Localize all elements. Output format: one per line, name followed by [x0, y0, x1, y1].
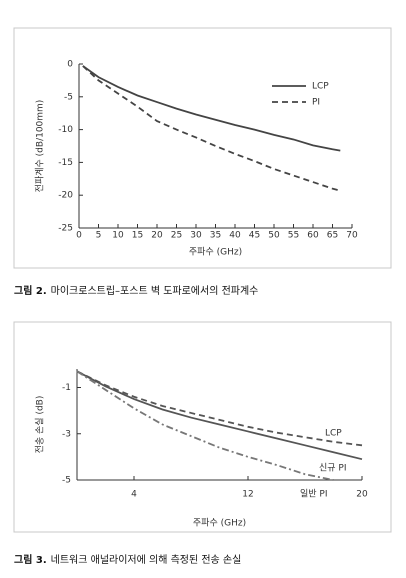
x-tick-label: 70 [346, 231, 358, 241]
y-tick-label: -5 [64, 92, 73, 102]
series-line [82, 65, 341, 192]
series-annotation: 신규 PI [319, 463, 347, 474]
series-annotation: 일반 PI [300, 489, 328, 500]
figure-caption: 그림 2. 마이크로스트립–포스트 벽 도파로에서의 전파계수 [14, 284, 258, 297]
series-annotation: LCP [325, 429, 342, 439]
x-tick-label: 60 [307, 231, 319, 241]
y-axis-label: 전송 손실 (dB) [35, 396, 46, 454]
x-tick-label: 30 [190, 231, 202, 241]
figure-frame [13, 27, 392, 269]
x-tick-label: 40 [229, 231, 241, 241]
y-tick-label: -20 [58, 191, 73, 201]
x-tick-label: 20 [356, 490, 368, 500]
y-tick-label: -5 [62, 476, 71, 486]
series-line [82, 65, 341, 152]
caption-text: 마이크로스트립–포스트 벽 도파로에서의 전파계수 [51, 284, 259, 297]
x-tick-label: 12 [242, 490, 253, 500]
series-line [76, 370, 363, 447]
y-tick-label: 0 [67, 60, 73, 70]
y-tick-label: -10 [58, 125, 73, 135]
x-tick-label: 25 [171, 231, 182, 241]
y-tick-label: -25 [58, 224, 73, 234]
x-tick-label: 20 [151, 231, 163, 241]
x-tick-label: 5 [96, 231, 102, 241]
caption-text: 네트워크 애널라이저에 의해 측정된 전송 손실 [51, 553, 242, 566]
y-tick-label: -1 [62, 383, 71, 393]
series-line [76, 370, 363, 461]
x-tick-label: 35 [210, 231, 221, 241]
figure-label: 그림 3. [14, 554, 47, 566]
x-axis-label: 주파수 (GHz) [193, 518, 246, 529]
figure-caption: 그림 3. 네트워크 애널라이저에 의해 측정된 전송 손실 [14, 553, 241, 566]
y-tick-label: -3 [62, 429, 71, 439]
x-tick-label: 0 [76, 231, 82, 241]
figure-frame [13, 321, 392, 533]
y-axis-label: 전파계수 (dB/100mm) [34, 100, 46, 193]
legend-label: LCP [312, 82, 329, 92]
x-tick-label: 50 [268, 231, 280, 241]
figure-label: 그림 2. [14, 285, 47, 297]
series-line [76, 370, 334, 481]
x-tick-label: 45 [249, 231, 260, 241]
y-tick-label: -15 [58, 158, 73, 168]
x-tick-label: 10 [112, 231, 124, 241]
x-tick-label: 15 [132, 231, 143, 241]
x-tick-label: 4 [131, 490, 137, 500]
legend-label: PI [312, 98, 320, 108]
x-tick-label: 65 [327, 231, 338, 241]
x-axis-label: 주파수 (GHz) [189, 247, 242, 258]
x-tick-label: 55 [288, 231, 299, 241]
